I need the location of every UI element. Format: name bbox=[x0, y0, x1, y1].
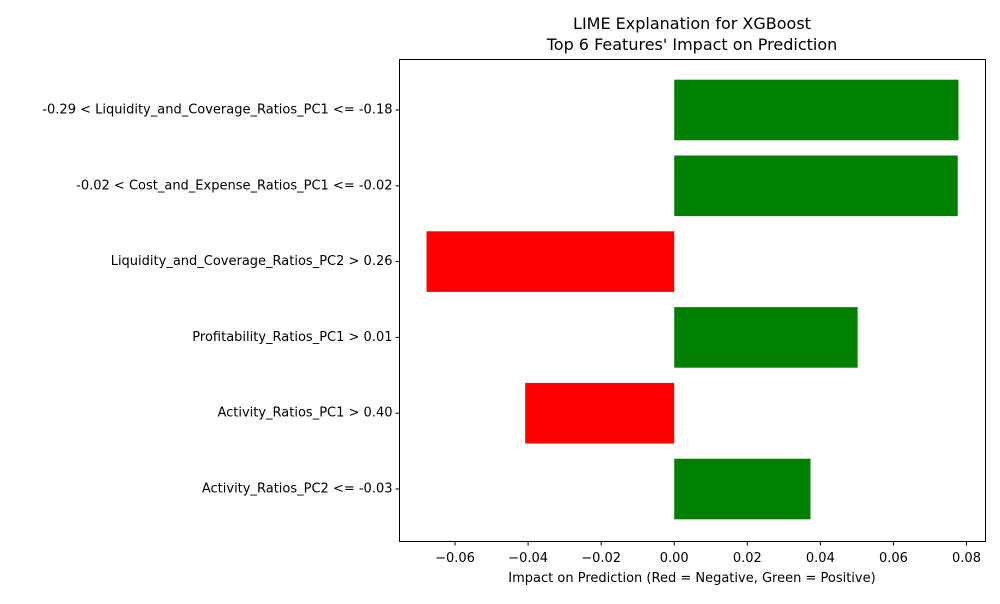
y-tick-label: Activity_Ratios_PC1 > 0.40 bbox=[217, 406, 392, 421]
y-ticks-group: -0.29 < Liquidity_and_Coverage_Ratios_PC… bbox=[42, 103, 400, 497]
y-tick-label: Liquidity_and_Coverage_Ratios_PC2 > 0.26 bbox=[111, 254, 393, 269]
bars-group bbox=[426, 79, 959, 520]
y-tick-label: -0.02 < Cost_and_Expense_Ratios_PC1 <= -… bbox=[76, 178, 392, 193]
bar bbox=[426, 231, 675, 292]
x-tick-label: −0.04 bbox=[508, 551, 548, 566]
chart-subtitle: Top 6 Features' Impact on Prediction bbox=[546, 35, 838, 54]
x-tick-label: 0.04 bbox=[806, 551, 835, 566]
y-tick-label: -0.29 < Liquidity_and_Coverage_Ratios_PC… bbox=[42, 103, 392, 118]
bar bbox=[674, 307, 858, 368]
chart-title: LIME Explanation for XGBoost bbox=[573, 14, 811, 33]
x-ticks-group: −0.06 −0.04 −0.02 0.00 0.02 0.04 0.06 0.08 bbox=[435, 541, 981, 566]
bar bbox=[525, 382, 675, 444]
plot-frame bbox=[399, 59, 986, 542]
x-tick-label: 0.06 bbox=[879, 551, 908, 566]
x-axis-label: Impact on Prediction (Red = Negative, Gr… bbox=[508, 571, 875, 586]
x-tick-label: 0.02 bbox=[733, 551, 762, 566]
x-tick-label: 0.00 bbox=[660, 551, 689, 566]
bar bbox=[674, 458, 811, 520]
y-tick-label: Profitability_Ratios_PC1 > 0.01 bbox=[192, 330, 392, 345]
bar bbox=[674, 155, 958, 217]
x-tick-label: 0.08 bbox=[952, 551, 981, 566]
y-tick-label: Activity_Ratios_PC2 <= -0.03 bbox=[202, 482, 393, 497]
x-tick-label: −0.06 bbox=[435, 551, 475, 566]
bar bbox=[674, 79, 959, 141]
x-tick-label: −0.02 bbox=[581, 551, 621, 566]
